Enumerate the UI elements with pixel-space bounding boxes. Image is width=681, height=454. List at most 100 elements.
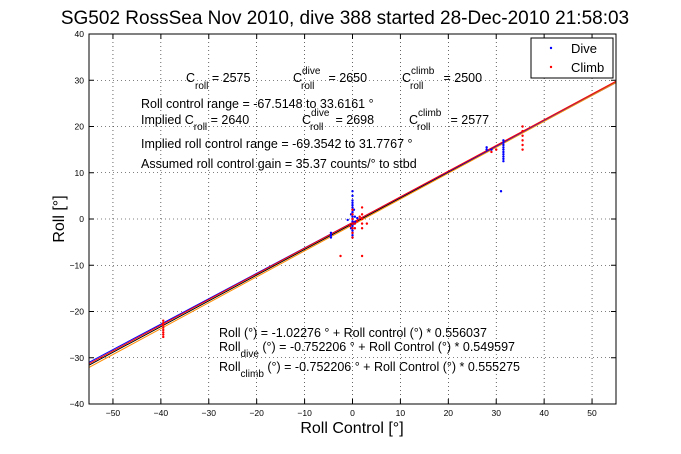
roll-control-range: Roll control range = -67.5148 to 33.6161… — [141, 97, 374, 111]
dive-data-point — [351, 201, 354, 205]
dive-data-point — [502, 155, 505, 158]
climb-data-point — [495, 148, 498, 151]
y-tick-label: −20 — [70, 307, 85, 317]
dive-data-point — [351, 194, 354, 198]
climb-data-point — [521, 125, 524, 128]
dive-data-point — [502, 139, 505, 142]
annotations: Croll = 2575 Cdive roll = 2650 Cclimb roll… — [141, 66, 520, 380]
climb-data-point — [339, 254, 342, 258]
climb-data-point — [356, 220, 359, 223]
y-tick-label: −40 — [70, 399, 85, 409]
y-tick-label: −30 — [70, 353, 85, 363]
climb-data-point — [360, 206, 364, 209]
x-tick-label: −40 — [154, 408, 169, 418]
x-tick-label: 40 — [539, 408, 549, 418]
y-tick-label: 30 — [75, 75, 85, 85]
climb-data-point — [351, 227, 354, 230]
climb-data-point — [358, 215, 361, 218]
fit-equation-dive: Rolldive (°) = -0.752206 ° + Roll Contro… — [219, 340, 515, 360]
implied-c-roll-dive: Cdive roll = 2698 — [302, 108, 374, 133]
dive-data-point — [351, 229, 354, 232]
x-tick-label: 0 — [350, 408, 355, 418]
dive-data-point — [351, 215, 354, 218]
climb-data-point — [490, 150, 493, 154]
y-axis-label: Roll [°] — [51, 195, 68, 242]
dive-data-point — [351, 203, 354, 207]
climb-data-point — [351, 213, 354, 216]
climb-data-point — [351, 236, 354, 239]
axis-ticks: −50 −40 −30 −20 −10 0 10 20 30 40 50 −40 −30 −20 −10 0 1… — [70, 29, 616, 418]
dive-data-point — [502, 148, 505, 151]
climb-data-point — [162, 335, 165, 339]
dive-data-point — [351, 206, 354, 209]
climb-data-point — [360, 254, 364, 258]
dive-data-point — [351, 190, 354, 193]
c-roll-dive-annotation: Cdive roll = 2650 — [293, 66, 367, 92]
x-axis-label: Roll Control [°] — [300, 420, 403, 437]
x-tick-label: −30 — [202, 408, 217, 418]
legend-marker-dive — [549, 46, 553, 50]
climb-data-point — [162, 326, 165, 329]
climb-data-point — [521, 148, 524, 151]
dive-data-point — [351, 224, 354, 228]
climb-data-point — [162, 319, 165, 322]
climb-data-point — [521, 143, 524, 147]
dive-data-point — [351, 220, 354, 223]
dive-data-point — [351, 199, 354, 202]
y-tick-label: 20 — [75, 122, 85, 132]
climb-data-point — [521, 134, 524, 137]
fit-equation-all: Roll (°) = -1.02276 ° + Roll control (°)… — [219, 326, 487, 340]
climb-data-point — [351, 222, 354, 225]
dive-data-point — [502, 153, 505, 156]
y-tick-label: 0 — [79, 214, 84, 224]
climb-data-point — [353, 222, 357, 225]
climb-data-point — [521, 139, 524, 142]
climb-data-point — [360, 217, 364, 221]
x-tick-label: 10 — [396, 408, 406, 418]
x-tick-label: −50 — [106, 408, 121, 418]
implied-roll-control-range: Implied roll control range = -69.3542 to… — [141, 137, 413, 151]
dive-data-point — [351, 210, 354, 214]
dive-data-point — [485, 146, 488, 149]
dive-data-point — [346, 218, 349, 222]
climb-data-point — [351, 217, 354, 221]
dive-data-point — [356, 216, 359, 220]
climb-data-point — [351, 208, 354, 211]
fit-equation-climb: Rollclimb (°) = -0.752206 ° + Roll Contr… — [219, 360, 520, 380]
dive-data-point — [502, 143, 505, 147]
implied-c-roll: Implied Croll = 2640 — [141, 113, 249, 133]
dive-data-point — [502, 157, 505, 161]
climb-data-point — [360, 222, 364, 225]
c-roll-annotation: Croll = 2575 — [186, 71, 250, 92]
dive-data-point — [329, 231, 333, 235]
climb-data-point — [348, 224, 352, 228]
x-tick-label: −10 — [297, 408, 312, 418]
dive-data-point — [502, 146, 505, 149]
legend-marker-climb — [549, 65, 553, 69]
dive-data-point — [329, 233, 333, 237]
dive-data-point — [485, 148, 488, 151]
dive-data-point — [499, 190, 503, 193]
climb-data-point — [365, 222, 369, 225]
climb-data-point — [360, 213, 364, 216]
x-tick-label: 30 — [491, 408, 501, 418]
climb-data-point — [353, 227, 357, 230]
climb-data-point — [351, 231, 354, 235]
climb-data-point — [162, 333, 165, 336]
x-tick-label: 50 — [587, 408, 597, 418]
x-tick-label: 20 — [444, 408, 454, 418]
climb-data-point — [360, 227, 364, 230]
legend-label-dive: Dive — [571, 41, 597, 56]
x-tick-label: −20 — [249, 408, 264, 418]
climb-data-point — [162, 328, 165, 332]
dive-data-point — [353, 215, 357, 218]
grid-lines — [89, 34, 616, 404]
climb-data-point — [521, 129, 524, 133]
dive-data-point — [490, 148, 493, 151]
dive-data-point — [351, 233, 354, 237]
climb-data-point — [162, 331, 165, 334]
legend-label-climb: Climb — [571, 60, 604, 75]
c-roll-climb-annotation: Cclimb roll = 2500 — [402, 66, 482, 92]
legend-box — [530, 37, 614, 79]
